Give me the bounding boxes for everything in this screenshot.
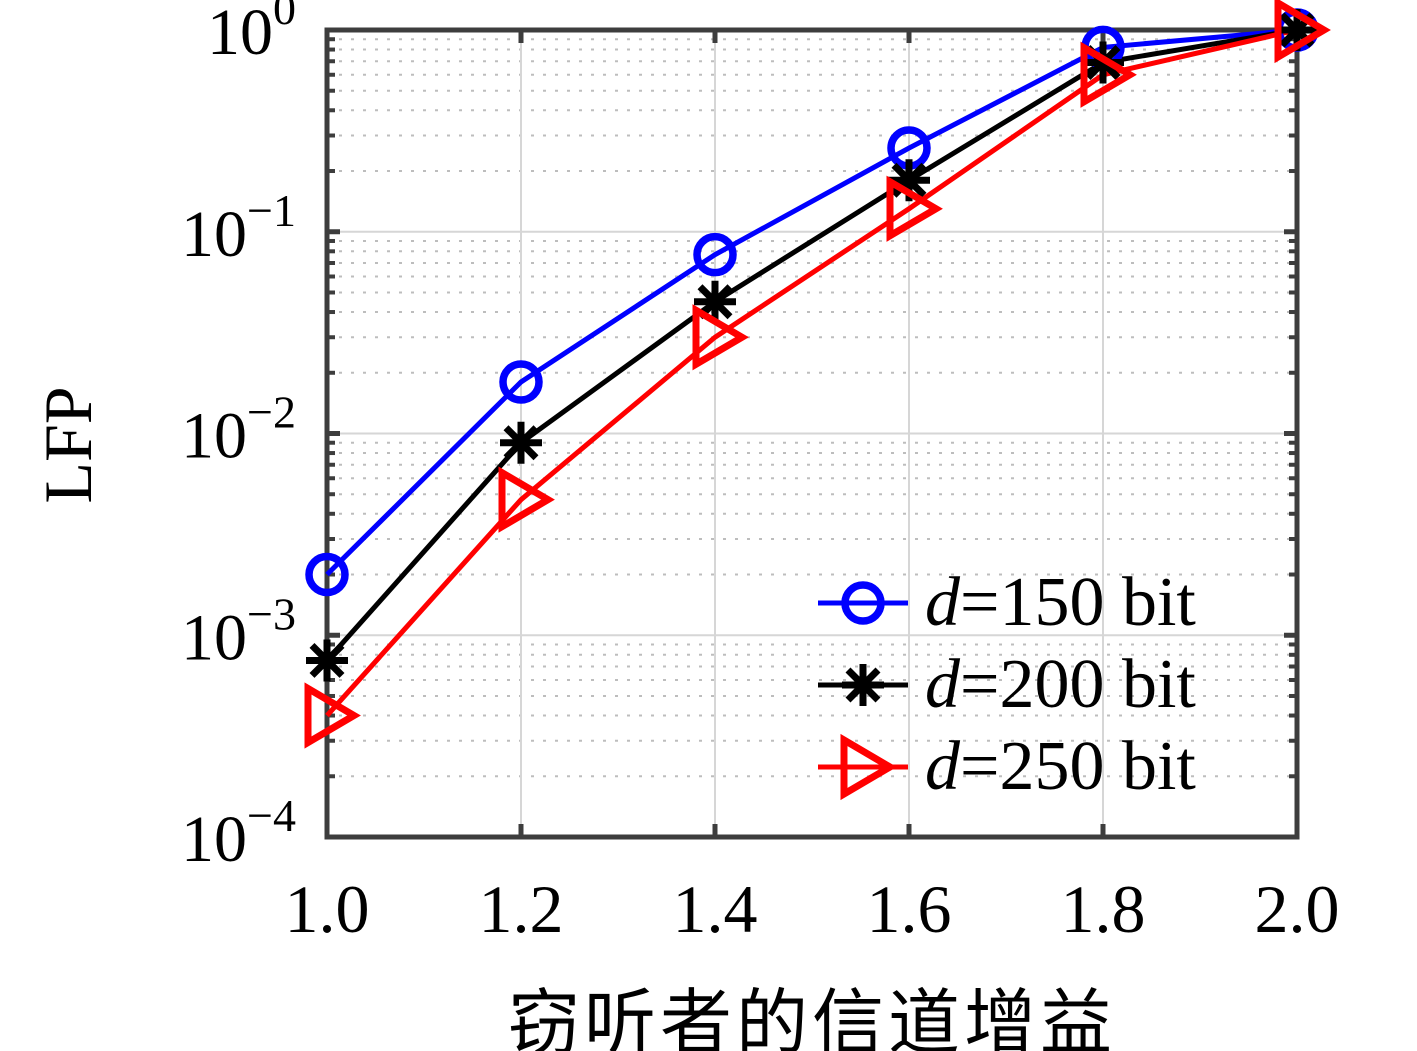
x-tick-label: 2.0: [1255, 871, 1340, 947]
marker-triangle-right-s2: [304, 682, 361, 749]
legend-item-d250: d=250 bit: [818, 726, 1196, 808]
legend-asterisk: [842, 664, 884, 706]
legend-marker-triangle-right: [818, 733, 908, 801]
marker-circle-s0: [305, 552, 349, 597]
legend-value: =150 bit: [960, 564, 1196, 641]
legend-item-label: d=150 bit: [925, 562, 1196, 644]
x-tick-label: 1.0: [285, 871, 370, 947]
marker-circle-s0: [499, 360, 543, 404]
marker-triangle-right-s2: [1080, 41, 1137, 108]
marker-asterisk-s1: [694, 280, 736, 323]
series-line-0: [325, 27, 1298, 577]
y-tick-label: 10−4: [181, 790, 296, 876]
marker-asterisk-s1: [500, 421, 542, 464]
legend-item-label: d=250 bit: [925, 726, 1196, 808]
legend-item-label: d=200 bit: [925, 644, 1196, 726]
marker-circle-s0: [693, 232, 737, 277]
legend-var: d: [925, 564, 960, 641]
x-tick-label: 1.6: [867, 871, 952, 947]
marker-asterisk-s1: [306, 639, 348, 682]
legend-value: =250 bit: [960, 728, 1196, 805]
x-tick-label: 1.2: [479, 871, 564, 947]
legend-var: d: [925, 646, 960, 723]
series-line-1: [325, 27, 1298, 663]
series-line-2: [325, 27, 1298, 718]
y-tick-label: 10−3: [181, 588, 296, 674]
legend-triangle-right: [840, 733, 897, 801]
x-tick-label: 1.8: [1061, 871, 1146, 947]
legend-circle: [841, 581, 885, 625]
x-axis-label: 窃听者的信道增益: [507, 984, 1116, 1051]
y-tick-label: 100: [207, 0, 296, 69]
legend-item-d150: d=150 bit: [818, 562, 1196, 644]
marker-triangle-right-s2: [1274, 0, 1331, 64]
legend-marker-circle: [818, 581, 908, 625]
y-tick-label: 10−2: [181, 387, 296, 473]
legend-var: d: [925, 728, 960, 805]
legend: d=150 bit d=200 bit d=250 bit: [818, 562, 1196, 808]
legend-value: =200 bit: [960, 646, 1196, 723]
marker-triangle-right-s2: [886, 175, 943, 242]
legend-marker-asterisk: [818, 664, 908, 706]
legend-item-d200: d=200 bit: [818, 644, 1196, 726]
y-tick-label: 10−1: [181, 185, 296, 271]
marker-triangle-right-s2: [692, 304, 749, 371]
marker-triangle-right-s2: [498, 466, 555, 533]
x-tick-label: 1.4: [673, 871, 758, 947]
y-axis-label: LFP: [30, 386, 106, 504]
